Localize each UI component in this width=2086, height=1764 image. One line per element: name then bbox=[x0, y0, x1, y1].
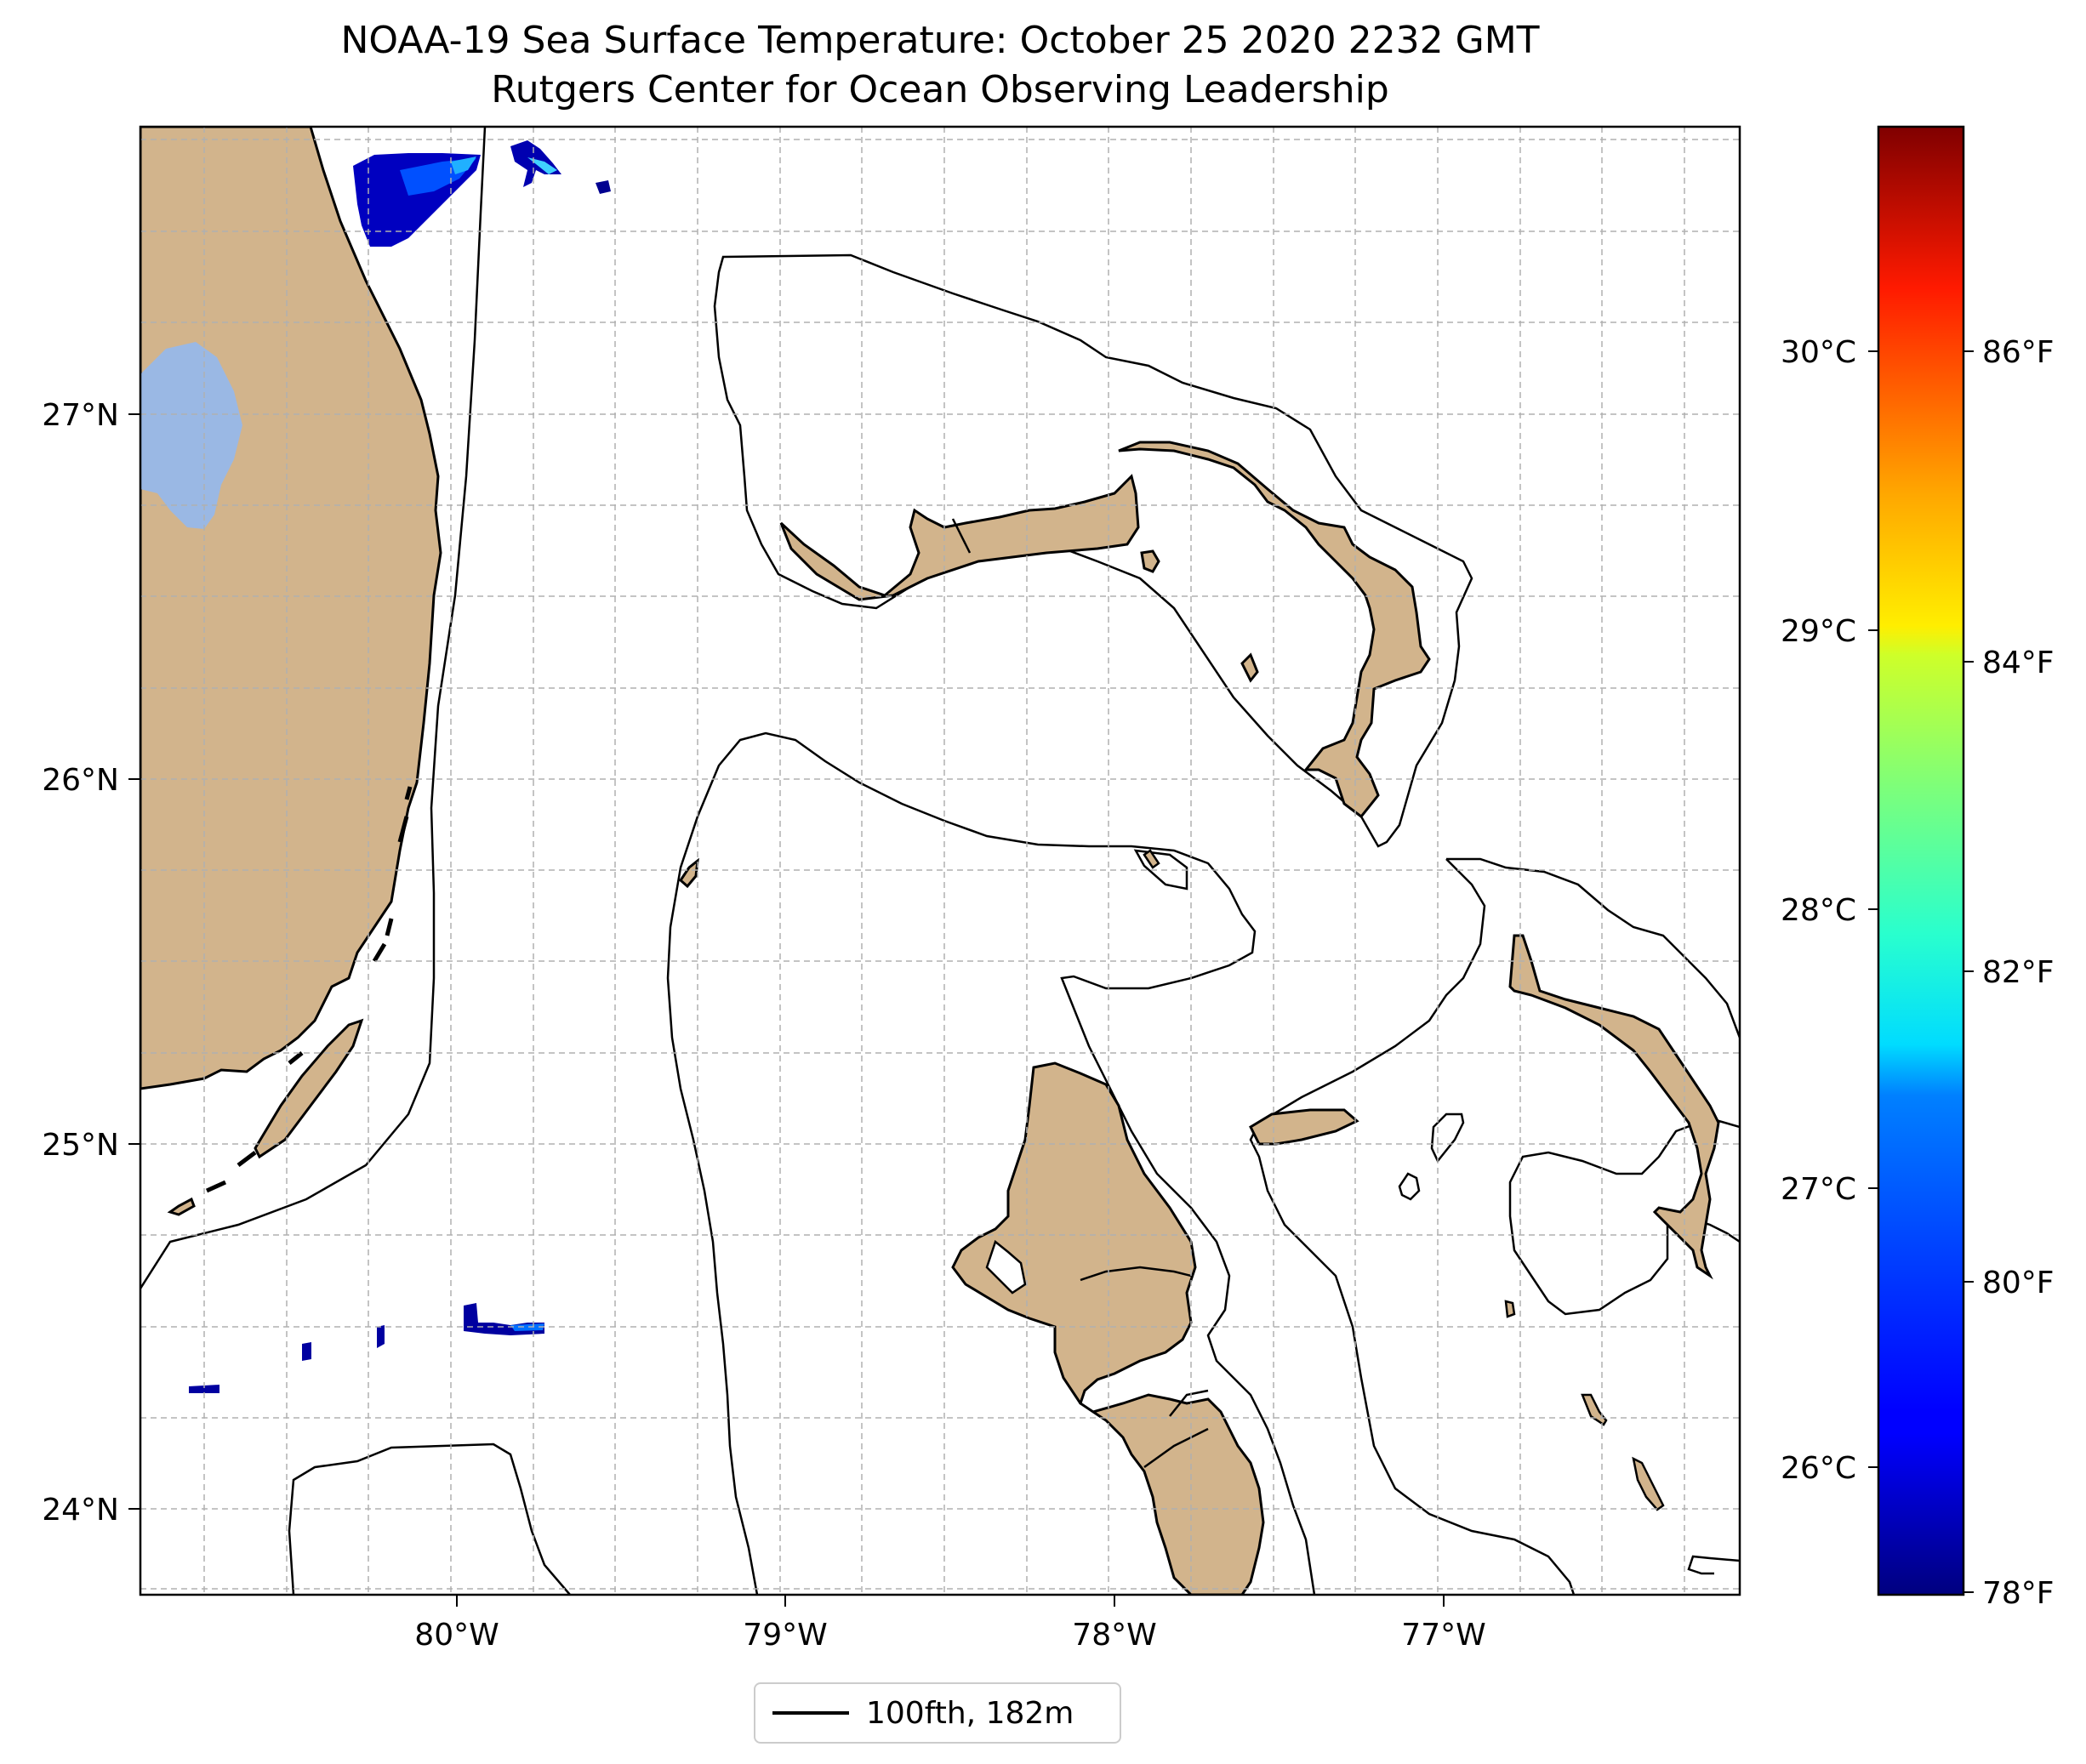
map-legend: 100fth, 182m bbox=[754, 1682, 1121, 1744]
colorbar-celsius-label: 28°C bbox=[1781, 893, 1856, 928]
isobath-100fth bbox=[140, 127, 1740, 1595]
map-subtitle: Rutgers Center for Ocean Observing Leade… bbox=[491, 68, 1389, 111]
colorbar-fahrenheit-label: 82°F bbox=[1982, 955, 2055, 990]
colorbar-celsius-label: 30°C bbox=[1781, 335, 1856, 370]
lat-tick-label: 25°N bbox=[42, 1128, 119, 1163]
map-title: NOAA-19 Sea Surface Temperature: October… bbox=[340, 19, 1540, 62]
lat-tick-label: 24°N bbox=[42, 1493, 119, 1528]
colorbar-celsius-label: 26°C bbox=[1781, 1451, 1856, 1486]
map-area bbox=[140, 127, 1740, 1595]
lon-tick-label: 79°W bbox=[743, 1618, 827, 1653]
florida-land bbox=[140, 127, 442, 1090]
legend-label: 100fth, 182m bbox=[866, 1695, 1074, 1731]
lon-tick-label: 77°W bbox=[1401, 1618, 1485, 1653]
lat-tick-label: 26°N bbox=[42, 763, 119, 798]
colorbar-fahrenheit-label: 80°F bbox=[1982, 1266, 2055, 1300]
lon-tick-label: 78°W bbox=[1072, 1618, 1156, 1653]
colorbar-fahrenheit-label: 78°F bbox=[1982, 1576, 2055, 1611]
colorbar-fahrenheit-label: 84°F bbox=[1982, 646, 2055, 680]
florida-keys bbox=[254, 1018, 364, 1159]
sst-data-patches bbox=[189, 140, 611, 1393]
lat-tick-label: 27°N bbox=[42, 398, 119, 433]
abaco-islands bbox=[1118, 441, 1431, 819]
colorbar-fahrenheit-label: 86°F bbox=[1982, 335, 2055, 370]
colorbar bbox=[1877, 125, 1965, 1596]
new-providence-island bbox=[1249, 1108, 1359, 1146]
andros-island bbox=[951, 1061, 1265, 1595]
lake-okeechobee bbox=[140, 342, 242, 529]
map-frame bbox=[139, 125, 1741, 1596]
eleuthera-island bbox=[1508, 934, 1720, 1280]
map-gridlines bbox=[140, 127, 1740, 1595]
colorbar-celsius-label: 27°C bbox=[1781, 1172, 1856, 1207]
colorbar-celsius-label: 29°C bbox=[1781, 614, 1856, 649]
grand-bahama bbox=[779, 474, 1140, 601]
lon-tick-label: 80°W bbox=[414, 1618, 499, 1653]
axis-ticks bbox=[128, 413, 1445, 1607]
colorbar-ticks bbox=[1868, 350, 1974, 1593]
legend-line-swatch bbox=[772, 1711, 849, 1715]
